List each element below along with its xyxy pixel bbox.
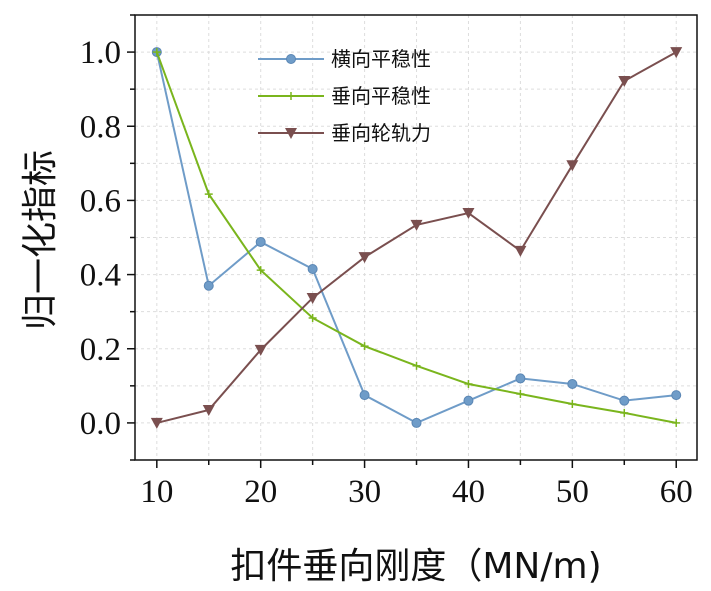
data-point <box>411 417 422 428</box>
data-point <box>152 48 161 57</box>
legend-item: 垂向平稳性 <box>258 84 431 108</box>
series-3 <box>150 47 683 429</box>
data-point <box>672 418 681 427</box>
data-point <box>285 128 297 139</box>
legend-label: 垂向平稳性 <box>331 84 431 108</box>
data-point <box>412 361 421 370</box>
data-point <box>254 344 267 356</box>
x-tick-label: 20 <box>244 474 277 510</box>
data-point <box>286 54 296 64</box>
data-point <box>204 190 213 199</box>
data-point <box>255 236 266 247</box>
data-point <box>514 245 527 257</box>
data-point <box>567 378 578 389</box>
data-point <box>360 342 369 351</box>
x-tick-label: 40 <box>452 474 485 510</box>
data-point <box>203 280 214 291</box>
data-point <box>620 408 629 417</box>
x-axis-label: 扣件垂向刚度（MN/m) <box>230 546 601 587</box>
legend-item: 垂向轮轨力 <box>258 121 431 145</box>
data-point <box>307 264 318 275</box>
legend-label: 横向平稳性 <box>331 47 431 71</box>
data-point <box>671 390 682 401</box>
x-tick-label: 10 <box>140 474 173 510</box>
data-point <box>462 208 475 220</box>
x-tick-label: 60 <box>660 474 693 510</box>
data-point <box>463 395 474 406</box>
data-point <box>287 92 295 100</box>
series-group <box>150 47 683 429</box>
grid <box>135 15 697 461</box>
data-point <box>202 404 215 416</box>
y-tick-label: 1.0 <box>80 35 121 71</box>
ticks: 10 20 30 40 50 60 0.0 0.2 0.4 0.6 0.8 1.0 <box>80 14 693 510</box>
y-tick-label: 0.8 <box>80 109 121 145</box>
data-point <box>464 379 473 388</box>
data-point <box>566 160 579 172</box>
data-point <box>516 389 525 398</box>
data-point <box>619 395 630 406</box>
y-axis-label: 归一化指标 <box>20 150 61 330</box>
data-point <box>306 292 319 304</box>
data-point <box>150 417 163 429</box>
data-point <box>308 313 317 322</box>
data-point <box>618 76 631 88</box>
y-tick-label: 0.2 <box>80 332 121 368</box>
data-point <box>358 252 371 264</box>
x-tick-label: 30 <box>348 474 381 510</box>
series-2 <box>152 48 681 427</box>
x-tick-label: 50 <box>556 474 589 510</box>
data-point <box>256 266 265 275</box>
data-point <box>515 373 526 384</box>
data-point <box>670 47 683 59</box>
y-tick-label: 0.4 <box>80 258 121 294</box>
y-tick-label: 0.6 <box>80 183 121 219</box>
data-point <box>568 400 577 409</box>
legend-item: 横向平稳性 <box>258 47 431 71</box>
data-point <box>359 390 370 401</box>
legend-label: 垂向轮轨力 <box>331 121 431 145</box>
data-point <box>410 219 423 231</box>
y-tick-label: 0.0 <box>80 406 121 442</box>
